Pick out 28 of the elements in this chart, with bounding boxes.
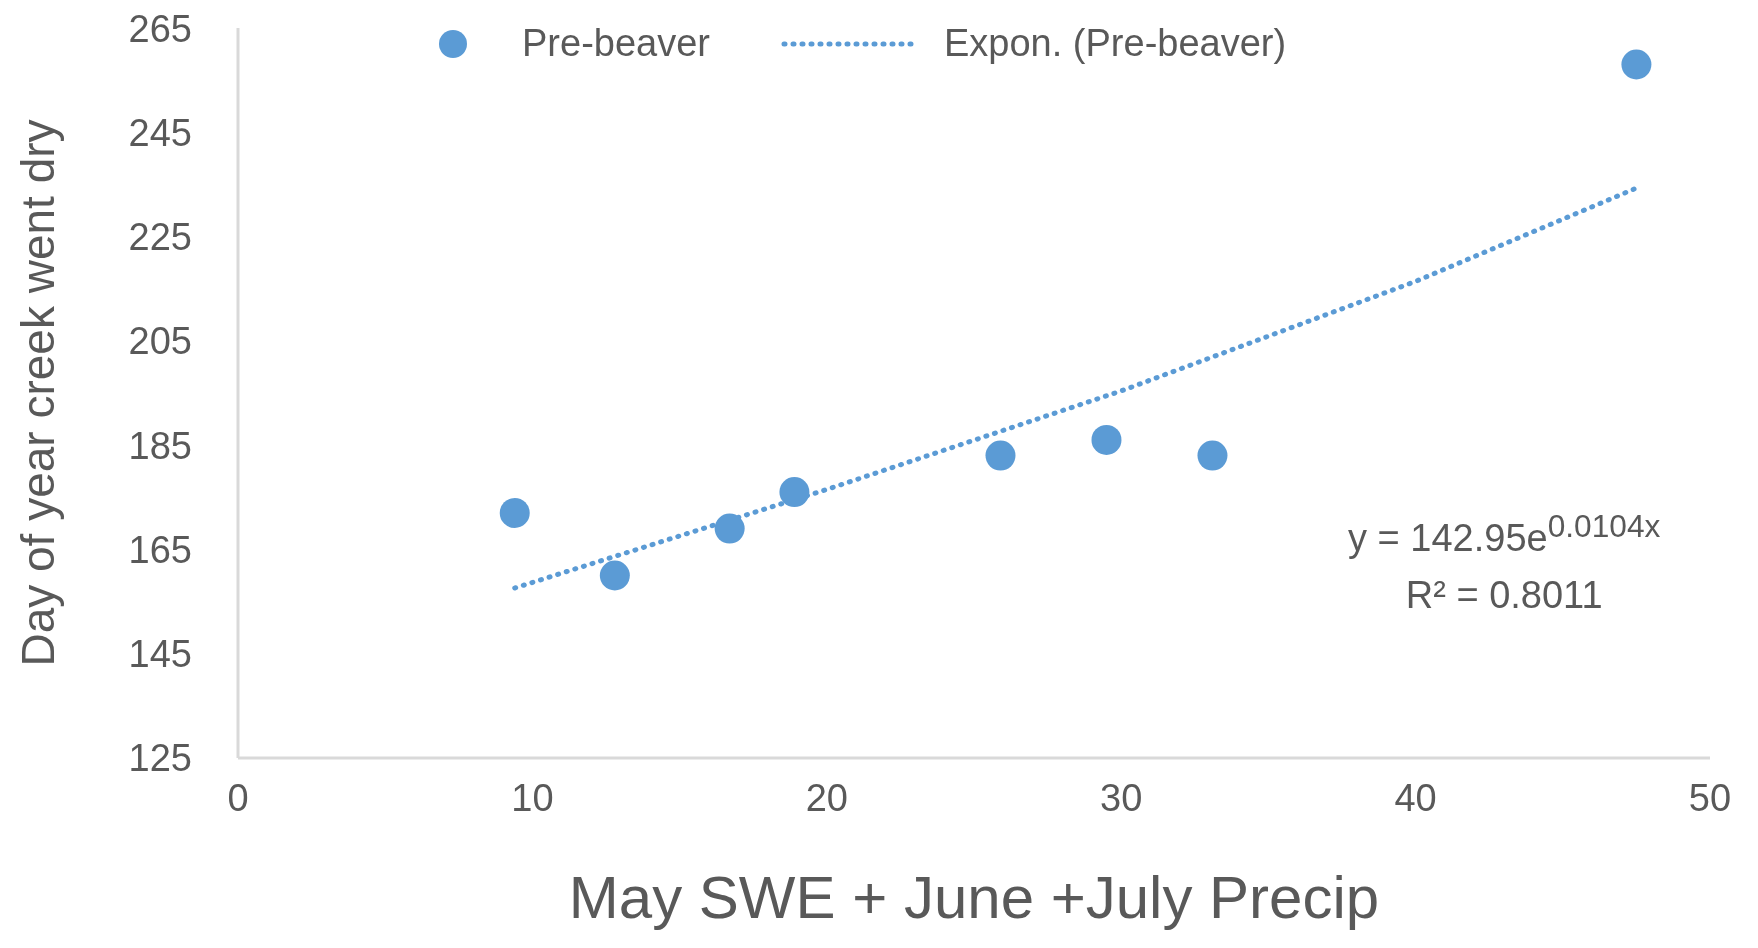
point (599, 560, 630, 591)
y-tick-label: 145 (128, 633, 192, 676)
y-tick-label: 245 (128, 111, 192, 154)
legend-label: Pre-beaver (522, 22, 710, 65)
point (1091, 424, 1122, 455)
point (1621, 49, 1652, 80)
y-tick-label: 205 (128, 320, 192, 363)
point (499, 497, 530, 528)
y-tick-label: 225 (128, 216, 192, 259)
x-axis-title: May SWE + June +July Precip (568, 864, 1380, 931)
y-tick-label: 125 (128, 737, 192, 780)
point (779, 477, 810, 508)
x-tick-label: 0 (227, 776, 249, 819)
x-tick-label: 50 (1688, 776, 1732, 819)
point (714, 513, 745, 544)
x-tick-label: 20 (805, 776, 848, 819)
point (985, 440, 1016, 471)
point (1197, 440, 1228, 471)
legend-label: Expon. (Pre-beaver) (943, 22, 1287, 65)
x-tick-label: 30 (1100, 776, 1143, 819)
x-tick-label: 10 (511, 776, 554, 819)
y-tick-label: 185 (128, 424, 192, 467)
y-tick-label: 165 (128, 528, 192, 571)
x-tick-label: 40 (1394, 776, 1437, 819)
y-tick-label: 265 (128, 7, 192, 50)
annotation: y = 142.95e$^{0.0104x}$ (1348, 507, 1661, 561)
y-axis-title: Day of year creek went dry (12, 119, 65, 667)
annotation: R² = 0.8011 (1404, 572, 1604, 618)
